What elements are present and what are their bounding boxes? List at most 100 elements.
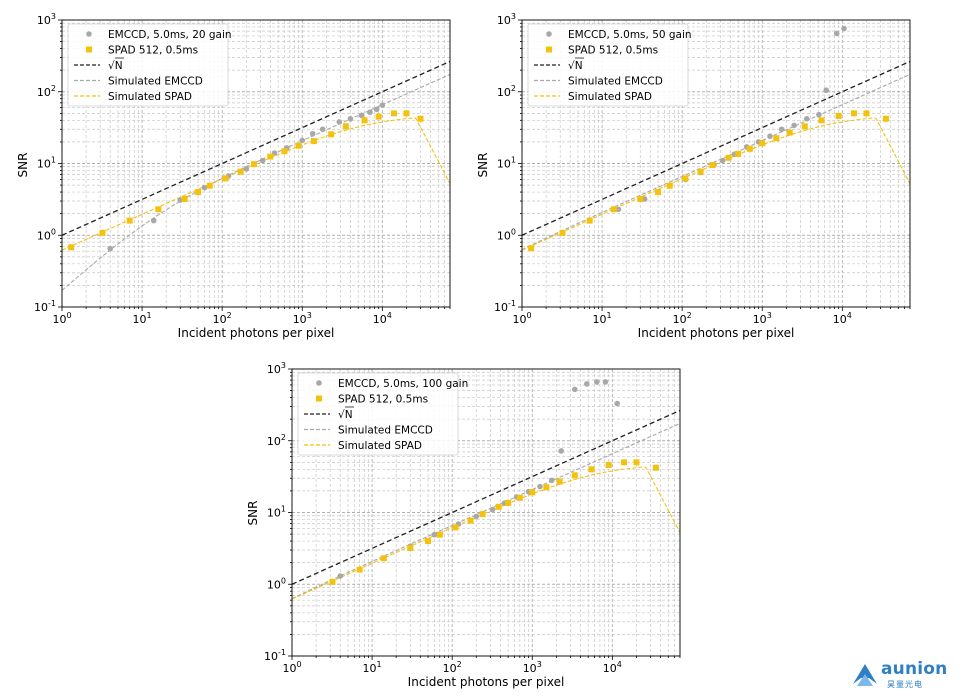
spad-point: [425, 538, 432, 545]
x-tick-label: 104: [833, 311, 852, 326]
emccd-point: [319, 126, 326, 133]
spad-point: [637, 196, 644, 203]
x-tick-label: 100: [282, 660, 301, 675]
emccd-point: [833, 30, 840, 37]
emccd-point: [602, 379, 609, 385]
series-points: [329, 379, 659, 585]
y-tick-label: 10-1: [264, 648, 286, 663]
spad-point: [666, 182, 673, 189]
spad-point: [633, 459, 640, 466]
y-tick-label: 102: [497, 84, 516, 99]
y-tick-label: 100: [37, 227, 56, 242]
sqrt-n-line: [522, 60, 910, 236]
spad-point: [697, 168, 704, 175]
legend-label: Simulated SPAD: [568, 91, 652, 103]
legend-marker: [86, 31, 92, 37]
legend-label: SPAD 512, 0.5ms: [338, 394, 428, 406]
x-axis-label: Incident photons per pixel: [408, 675, 565, 689]
x-tick-label: 102: [443, 660, 462, 675]
series-lines: [292, 409, 680, 600]
legend-label: Simulated EMCCD: [568, 76, 663, 88]
emccd-point: [816, 111, 822, 118]
spad-point: [310, 138, 317, 145]
emccd-point: [767, 133, 773, 140]
series-points: [68, 102, 424, 252]
spad-point: [436, 531, 443, 538]
emccd-point: [201, 184, 208, 191]
spad-point: [380, 555, 387, 562]
spad-point: [571, 472, 578, 479]
x-tick-label: 102: [673, 311, 692, 326]
y-axis-label: SNR: [16, 153, 30, 178]
legend: EMCCD, 5.0ms, 100 gain SPAD 512, 0.5ms √N S…: [297, 372, 468, 456]
spad-point: [725, 154, 732, 161]
y-tick-label: 103: [37, 12, 56, 27]
spad-point: [773, 135, 780, 142]
spad-point: [329, 578, 336, 585]
spad-point: [529, 489, 536, 496]
emccd-point: [358, 112, 365, 119]
spad-point: [851, 110, 858, 117]
chart-panel-1: 100 101 102 103 10410-1100101102103Incident …: [16, 12, 451, 340]
x-tick-label: 102: [213, 311, 232, 326]
spad-point: [652, 464, 659, 471]
emccd-point: [614, 400, 620, 407]
emccd-point: [107, 245, 114, 252]
emccd-point: [803, 115, 810, 122]
y-tick-label: 10-1: [494, 299, 516, 314]
company-logo: aunion 昊量光电: [851, 659, 951, 692]
legend-label: SPAD 512, 0.5ms: [108, 45, 198, 57]
spad-point: [495, 503, 502, 510]
emccd-point: [299, 137, 306, 144]
emccd-point: [615, 206, 622, 213]
chart-panel-2: 100 101 102 103 10410-1100101102103Incident …: [476, 12, 911, 340]
spad-point: [759, 140, 766, 147]
spad-point: [195, 189, 202, 196]
emccd-point: [594, 379, 600, 385]
sqrt-n-line: [292, 409, 680, 585]
legend-label: √N: [338, 409, 353, 421]
x-tick-label: 103: [523, 660, 542, 675]
legend-label: √N: [568, 60, 583, 72]
legend-label: EMCCD, 5.0ms, 100 gain: [338, 378, 468, 390]
emccd-point: [583, 381, 590, 387]
spad-point: [467, 517, 474, 524]
legend-marker: [86, 46, 92, 53]
emccd-point: [243, 166, 250, 172]
emccd-point: [259, 157, 266, 164]
spad-point: [237, 168, 244, 175]
spad-point: [835, 112, 842, 119]
spad-point: [99, 229, 106, 236]
spad-point: [361, 117, 368, 124]
x-tick-label: 104: [373, 311, 392, 326]
emccd-point: [558, 448, 565, 454]
spad-point: [126, 217, 133, 224]
y-tick-label: 102: [267, 433, 286, 448]
legend-box: [527, 23, 689, 107]
y-tick-label: 100: [497, 227, 516, 242]
simulated-spad-line: [62, 117, 450, 251]
y-tick-label: 101: [37, 156, 56, 171]
y-tick-label: 101: [497, 156, 516, 171]
emccd-point: [337, 573, 344, 579]
legend-marker: [316, 380, 322, 386]
spad-point: [882, 115, 889, 122]
spad-point: [709, 162, 716, 169]
simulated-emccd-line: [522, 73, 910, 251]
chart-panel-3: 100 101 102 103 10410-1100101102103Incident …: [246, 361, 681, 689]
x-tick-label: 103: [293, 311, 312, 326]
x-axis-label: Incident photons per pixel: [178, 326, 335, 340]
y-tick-label: 10-1: [34, 299, 56, 314]
spad-point: [479, 511, 486, 518]
spad-point: [68, 244, 75, 251]
spad-point: [682, 175, 689, 182]
y-tick-label: 101: [267, 505, 286, 520]
emccd-point: [379, 102, 386, 108]
legend: EMCCD, 5.0ms, 50 gain SPAD 512, 0.5ms √N Si…: [527, 23, 692, 107]
logo-mark-icon: [853, 664, 877, 686]
spad-point: [417, 115, 424, 122]
spad-point: [181, 196, 188, 203]
spad-point: [586, 217, 593, 224]
x-tick-label: 103: [753, 311, 772, 326]
